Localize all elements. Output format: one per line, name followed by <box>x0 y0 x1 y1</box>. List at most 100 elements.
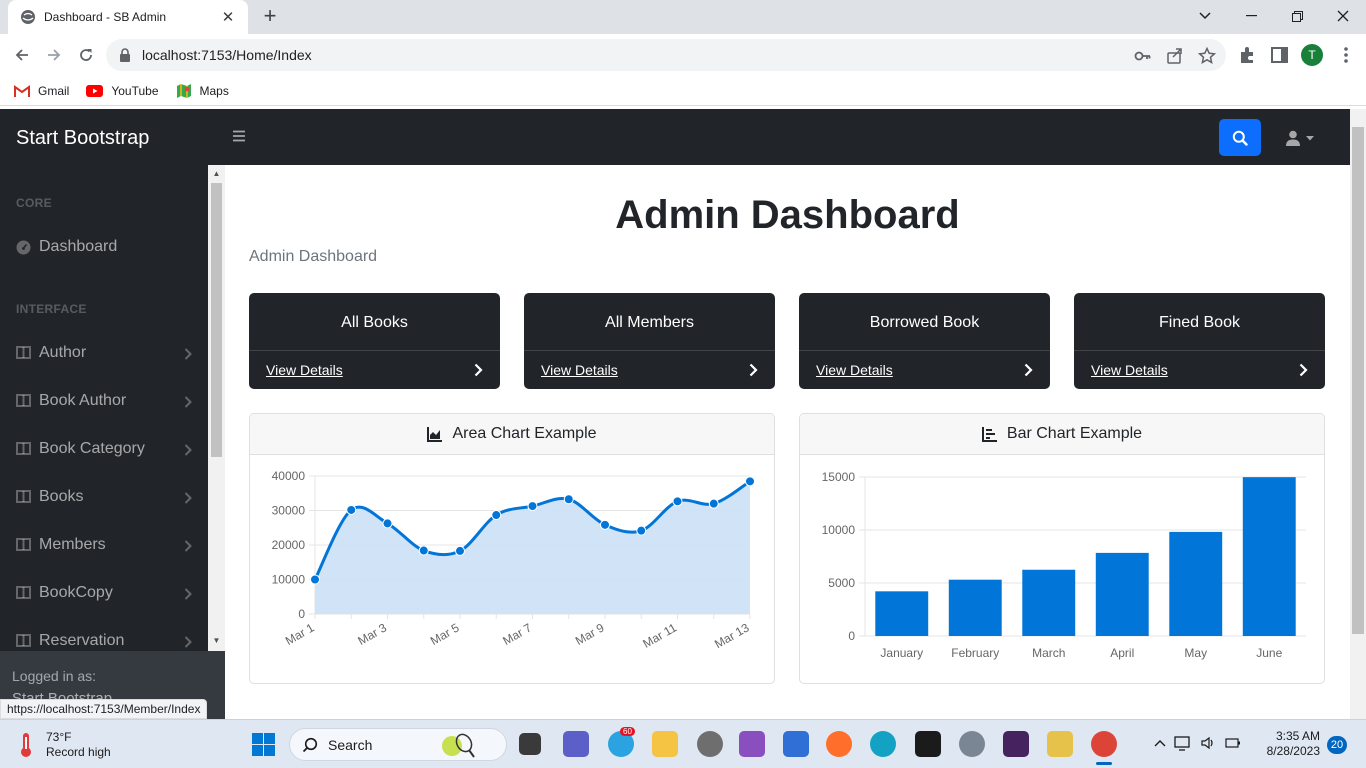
view-details-link[interactable]: View Details <box>266 362 343 378</box>
side-panel-icon[interactable] <box>1270 45 1290 65</box>
firefox-icon[interactable] <box>826 731 852 757</box>
sidebar-item-label: Author <box>39 344 87 361</box>
battery-icon[interactable] <box>1224 735 1242 751</box>
sidebar-item-book-author[interactable]: Book Author <box>16 389 194 413</box>
sidebar-item-bookcopy[interactable]: BookCopy <box>16 581 194 605</box>
profile-avatar[interactable]: T <box>1301 44 1323 66</box>
breadcrumb: Admin Dashboard <box>249 248 378 265</box>
sidebar-item-author[interactable]: Author <box>16 341 194 365</box>
scrollbar-thumb[interactable] <box>1352 127 1364 634</box>
address-bar[interactable]: localhost:7153/Home/Index <box>106 39 1226 71</box>
search-button[interactable] <box>1219 119 1261 156</box>
search-placeholder: Search <box>328 736 373 753</box>
user-dropdown[interactable] <box>1285 127 1319 149</box>
sidebar-item-reservation[interactable]: Reservation <box>16 629 194 653</box>
x-tick-label: Mar 3 <box>355 620 389 648</box>
notification-badge[interactable]: 20 <box>1327 736 1347 754</box>
tab-search-icon[interactable] <box>1182 4 1228 28</box>
speaker-icon[interactable] <box>1200 735 1216 751</box>
weather-widget[interactable]: 73°F Record high <box>18 730 111 760</box>
sidebar-toggle-icon[interactable] <box>232 129 248 145</box>
teams-chat-icon[interactable] <box>563 731 589 757</box>
bookmark-maps[interactable]: Maps <box>176 83 229 99</box>
clock-time: 3:35 AM <box>1275 729 1320 743</box>
bookmark-label: Gmail <box>38 83 70 98</box>
chevron-right-icon[interactable] <box>1024 363 1034 377</box>
chevron-right-icon <box>184 443 194 456</box>
chevron-right-icon[interactable] <box>474 363 484 377</box>
terminal-icon[interactable] <box>1003 731 1029 757</box>
key-icon[interactable] <box>1134 47 1152 65</box>
gmail-icon <box>14 84 30 97</box>
bookmark-star-icon[interactable] <box>1197 46 1217 65</box>
bar-chart-header: Bar Chart Example <box>800 414 1324 455</box>
tab-close-icon[interactable]: ✕ <box>221 9 235 26</box>
chevron-up-icon[interactable] <box>1154 739 1166 747</box>
chrome-icon[interactable] <box>1091 731 1117 765</box>
minimize-button[interactable] <box>1228 4 1274 28</box>
extensions-icon[interactable] <box>1238 45 1258 65</box>
area-chart: 0 10000 20000 30000 40000 Mar 1 Mar 3 Mar 5 Mar … <box>272 469 755 651</box>
y-tick-label: 10000 <box>272 573 306 587</box>
file-explorer-icon[interactable] <box>652 731 678 757</box>
x-tick-label: Mar 13 <box>712 620 752 651</box>
sidebar-scrollbar[interactable]: ▲ ▼ <box>208 165 225 651</box>
data-point <box>418 545 429 556</box>
new-tab-button[interactable]: + <box>263 3 277 28</box>
settings-gear-icon[interactable] <box>959 731 985 757</box>
clock-date: 8/28/2023 <box>1266 744 1320 758</box>
sidebar-item-label: Book Category <box>39 440 145 457</box>
view-details-link[interactable]: View Details <box>541 362 618 378</box>
kotlin-app-icon[interactable] <box>915 731 941 757</box>
sidebar-item-label: Dashboard <box>39 238 118 255</box>
columns-icon <box>16 585 31 601</box>
sidebar-item-members[interactable]: Members <box>16 533 194 557</box>
taskbar-search-box[interactable]: Search <box>289 728 507 761</box>
back-button[interactable] <box>6 39 38 71</box>
taskbar-clock[interactable]: 3:35 AM 8/28/2023 <box>1262 729 1320 759</box>
bar-chart: 0 5000 10000 15000 January February March April… <box>822 470 1306 660</box>
view-details-link[interactable]: View Details <box>816 362 893 378</box>
sidebar-item-dashboard[interactable]: Dashboard <box>16 235 194 259</box>
bookmark-label: Maps <box>199 83 229 98</box>
bookmark-gmail[interactable]: Gmail <box>14 84 69 98</box>
scroll-down-arrow[interactable]: ▼ <box>212 636 221 645</box>
bookmark-youtube[interactable]: YouTube <box>86 84 159 98</box>
view-details-link[interactable]: View Details <box>1091 362 1168 378</box>
navbar-brand[interactable]: Start Bootstrap <box>16 127 150 149</box>
sidebar-item-label: Books <box>39 488 84 505</box>
x-tick-label: April <box>1110 646 1134 660</box>
restore-button[interactable] <box>1274 4 1320 28</box>
reload-button[interactable] <box>70 39 102 71</box>
y-tick-label: 0 <box>298 607 305 621</box>
git-icon[interactable] <box>697 731 723 757</box>
lock-icon[interactable] <box>118 48 132 62</box>
edge-icon[interactable] <box>870 731 896 757</box>
columns-icon <box>16 345 31 361</box>
card-title: All Members <box>605 314 694 331</box>
forward-button[interactable] <box>38 39 70 71</box>
scrollbar-thumb[interactable] <box>211 183 222 457</box>
paint-icon[interactable] <box>1047 731 1073 757</box>
sidebar-item-book-category[interactable]: Book Category <box>16 437 194 461</box>
telegram-icon[interactable]: 60 <box>608 727 635 757</box>
store-icon[interactable] <box>783 731 809 757</box>
youtube-icon <box>86 84 104 97</box>
visual-studio-icon[interactable] <box>739 731 765 757</box>
scroll-up-arrow[interactable]: ▲ <box>212 169 221 178</box>
sidebar-item-label: Reservation <box>39 632 125 649</box>
network-icon[interactable] <box>1174 735 1192 751</box>
chevron-right-icon[interactable] <box>1299 363 1309 377</box>
card-footer: View Details <box>799 350 1050 389</box>
more-menu-icon[interactable] <box>1338 44 1354 66</box>
chevron-right-icon[interactable] <box>749 363 759 377</box>
card-footer: View Details <box>249 350 500 389</box>
browser-tab[interactable]: Dashboard - SB Admin ✕ <box>8 0 248 34</box>
task-view-icon[interactable] <box>519 733 541 755</box>
close-window-button[interactable] <box>1320 4 1366 28</box>
page-scrollbar[interactable] <box>1350 109 1366 719</box>
x-tick-label: Mar 5 <box>428 620 462 648</box>
windows-start-button[interactable] <box>252 733 275 756</box>
share-icon[interactable] <box>1166 47 1184 65</box>
sidebar-item-books[interactable]: Books <box>16 485 194 509</box>
